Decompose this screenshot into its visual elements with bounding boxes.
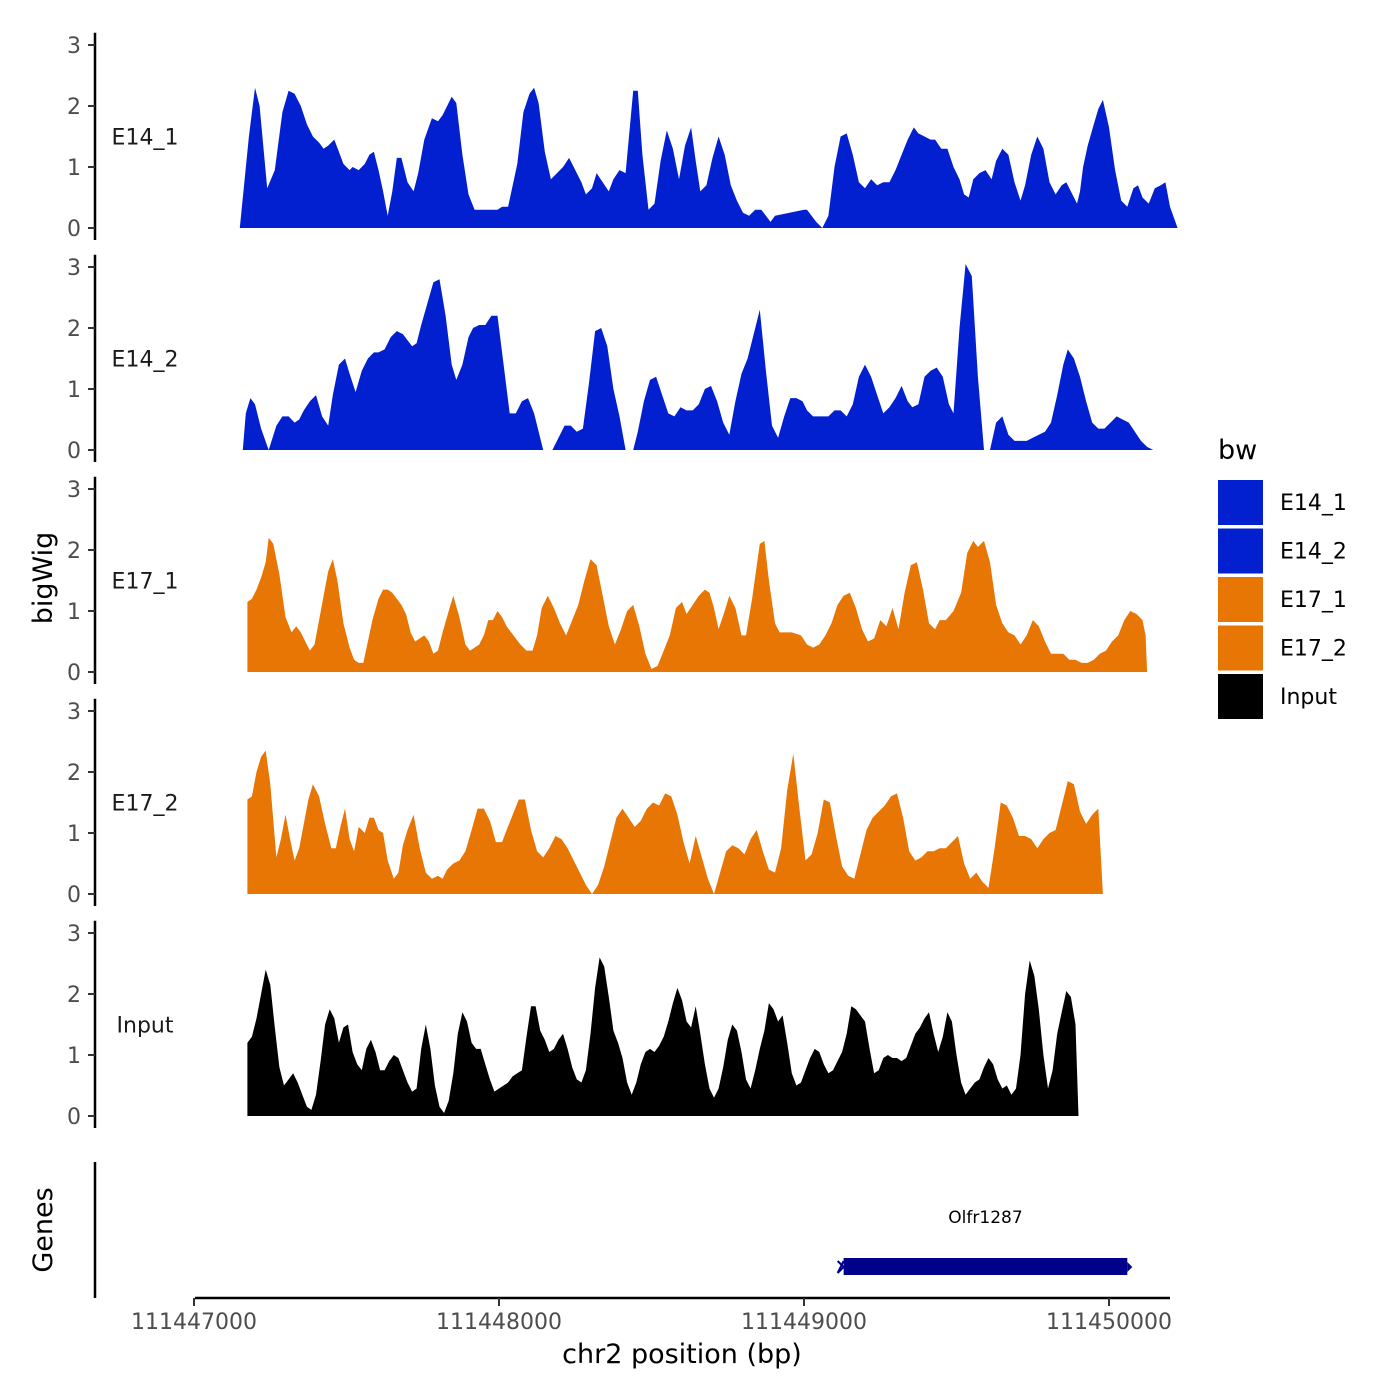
legend-label: E14_2 (1280, 540, 1347, 565)
area-input (247, 957, 1079, 1116)
strand-marker-icon (836, 1260, 846, 1274)
track-label: Input (117, 1014, 174, 1039)
legend-entries: E14_1 E14_2 E17_1 E17_2 Input (1218, 480, 1347, 719)
y-tick-label: 3 (67, 256, 81, 281)
x-tick-label: 111448000 (436, 1310, 562, 1335)
y-tick-label: 0 (67, 883, 81, 908)
gene-body (843, 1258, 1128, 1275)
area-e17_1 (247, 537, 1148, 672)
gene-panel: Genes Olfr1287 (28, 1162, 1133, 1298)
legend-label: E17_1 (1280, 588, 1347, 613)
y-tick-label: 1 (67, 600, 81, 625)
legend-title: bw (1218, 435, 1257, 466)
legend-entry-input: Input (1218, 674, 1337, 719)
track-label: E17_2 (112, 792, 179, 817)
x-axis: 111447000 111448000 111449000 111450000 chr… (131, 1296, 1172, 1370)
y-tick-label: 2 (67, 983, 81, 1008)
legend-label: E17_2 (1280, 637, 1347, 662)
legend-entry-e14_2: E14_2 (1218, 528, 1347, 574)
y-tick-label: 0 (67, 439, 81, 464)
x-tick-label: 111449000 (741, 1310, 867, 1335)
y-tick-label: 0 (67, 661, 81, 686)
x-axis-title: chr2 position (bp) (562, 1339, 802, 1370)
gene-olfr1287: Olfr1287 (836, 1208, 1133, 1275)
gene-label: Olfr1287 (948, 1208, 1022, 1228)
y-tick-label: 2 (67, 95, 81, 120)
gene-features: Olfr1287 (836, 1208, 1133, 1275)
y-tick-label: 2 (67, 317, 81, 342)
area-e17_2 (247, 750, 1103, 894)
y-tick-label: 1 (67, 822, 81, 847)
y-tick-label: 1 (67, 378, 81, 403)
x-tick-label: 111447000 (131, 1310, 257, 1335)
y-tick-label: 2 (67, 539, 81, 564)
area-e14_1 (239, 87, 1178, 228)
area-e14_2 (242, 264, 1154, 450)
legend-key (1218, 480, 1263, 525)
track-e14_1: 0 1 2 3 E14_1 (67, 32, 1178, 242)
legend-key (1218, 528, 1263, 574)
legend-entry-e17_1: E17_1 (1218, 577, 1347, 622)
y-tick-label: 1 (67, 156, 81, 181)
legend-key (1218, 577, 1263, 622)
track-e17_2: 0 1 2 3 E17_2 (67, 698, 1103, 908)
track-e14_2: 0 1 2 3 E14_2 (67, 254, 1154, 464)
track-input: 0 1 2 3 Input (67, 920, 1079, 1130)
x-tick-label: 111450000 (1046, 1310, 1172, 1335)
y-tick-label: 3 (67, 700, 81, 725)
y-axis-title: bigWig (28, 532, 59, 625)
legend-entry-e17_2: E17_2 (1218, 625, 1347, 671)
track-label: E14_1 (112, 126, 179, 151)
legend-key (1218, 625, 1263, 671)
track-label: E17_1 (112, 570, 179, 595)
x-ticks: 111447000 111448000 111449000 111450000 (131, 1298, 1172, 1335)
legend-entry-e14_1: E14_1 (1218, 480, 1347, 525)
y-tick-label: 0 (67, 217, 81, 242)
track-label: E14_2 (112, 348, 179, 373)
legend-key (1218, 674, 1263, 719)
y-tick-label: 0 (67, 1105, 81, 1130)
legend-label: Input (1280, 685, 1337, 710)
legend-label: E14_1 (1280, 491, 1347, 516)
y-tick-label: 3 (67, 478, 81, 503)
y-tick-label: 2 (67, 761, 81, 786)
y-tick-label: 3 (67, 922, 81, 947)
track-e17_1: 0 1 2 3 E17_1 (67, 476, 1148, 686)
gene-end-marker-icon (1127, 1262, 1133, 1272)
y-tick-label: 3 (67, 34, 81, 59)
legend: bw E14_1 E14_2 E17_1 E17_2 Input (1218, 435, 1347, 719)
tracks: 0 1 2 3 E14_1 0 1 2 3 E14_2 0 1 2 3 E17_1 0 1 2 3 E17_2 0 1 2 3… (67, 32, 1178, 1130)
genes-axis-title: Genes (28, 1187, 59, 1272)
y-tick-label: 1 (67, 1044, 81, 1069)
